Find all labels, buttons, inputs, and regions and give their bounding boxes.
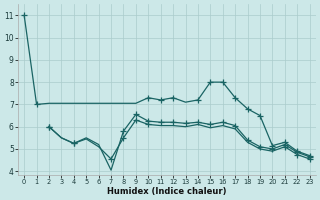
X-axis label: Humidex (Indice chaleur): Humidex (Indice chaleur) <box>107 187 227 196</box>
